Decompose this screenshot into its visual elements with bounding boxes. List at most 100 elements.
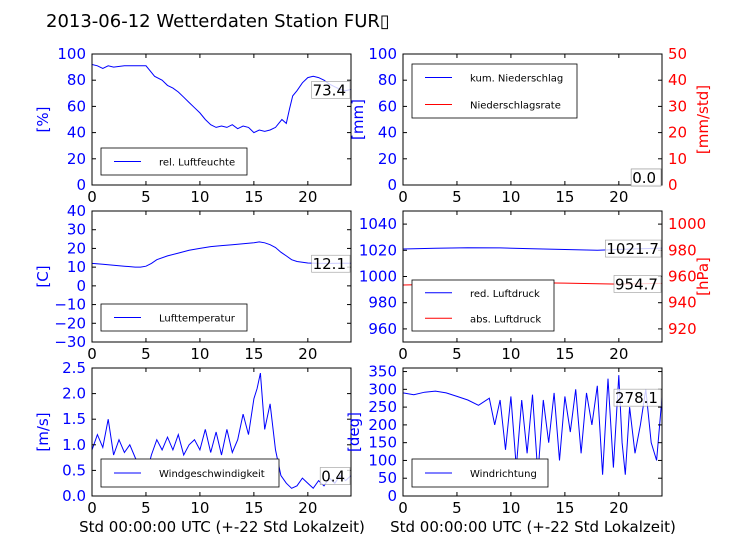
y-tick-label: 20: [67, 150, 86, 168]
panel-temperature: 0 5 10 15 20−30−20−10010203040[C]Lufttempera…: [34, 202, 352, 363]
y-tick-label: 1020: [359, 241, 397, 259]
x-tick-label: 10: [501, 188, 520, 206]
x-tick-label: 0: [87, 499, 97, 517]
x-tick-label: 10: [190, 499, 209, 517]
y-tick-label: 20: [67, 239, 86, 257]
x-tick-label: 15: [555, 499, 574, 517]
legend-label-windspeed-0: Windgeschwindigkeit: [159, 469, 265, 480]
y-tick-label: 0: [76, 277, 86, 295]
xlabel-right: Std 00:00:00 UTC (+-22 Std Lokalzeit): [390, 518, 676, 536]
y-tick-label: 2.5: [62, 359, 86, 377]
panel-windspeed: 0 5 10 15 20 0.0 0.5 1.0 1.5 2.0 2.5 [m/s] Windgesch…: [34, 359, 352, 517]
y-tick-label: 980: [368, 294, 397, 312]
x-tick-label: 5: [141, 499, 151, 517]
y-right-tick-label: 10: [668, 150, 687, 168]
y-right-tick-label: 20: [668, 124, 687, 142]
y-tick-label: 0: [387, 176, 397, 194]
y-axis-label: [%]: [34, 107, 52, 133]
panel-precipitation: 0 5 10 15 20 0 20 40 60 80 100 0 10 20 30 40 50 [mm] [mm/s…: [349, 45, 712, 206]
y-tick-label: 250: [368, 398, 397, 416]
y-axis-label: [deg]: [345, 412, 363, 452]
y-tick-label: 40: [67, 202, 86, 220]
y-right-tick-label: 1000: [668, 215, 706, 233]
y-tick-label: 1000: [359, 268, 397, 286]
legend-label-precipitation-0: kum. Niederschlag: [470, 74, 563, 85]
annotation2-precipitation-box: [630, 168, 662, 187]
axes-frame-windspeed: [91, 367, 352, 497]
y-tick-label: −10: [54, 296, 86, 314]
x-tick-label: 20: [609, 345, 628, 363]
x-tick-label: 0: [87, 188, 97, 206]
y-tick-label: 1040: [359, 215, 397, 233]
x-tick-label: 0: [398, 345, 408, 363]
y-tick-label: 0.5: [62, 461, 86, 479]
y-tick-label: 300: [368, 380, 397, 398]
y-tick-label: 40: [378, 124, 397, 142]
y-tick-label: 80: [67, 71, 86, 89]
x-tick-label: 5: [452, 345, 462, 363]
x-tick-label: 5: [141, 345, 151, 363]
x-tick-label: 20: [609, 188, 628, 206]
y-right-tick-label: 50: [668, 45, 687, 63]
y-tick-label: 60: [67, 97, 86, 115]
y-tick-label: 0.0: [62, 487, 86, 505]
annotation-humidity: 73.4: [313, 81, 346, 99]
series-line-winddirection-0: [403, 375, 662, 475]
y-tick-label: 1.5: [62, 410, 86, 428]
y-right-tick-label: 980: [668, 241, 697, 259]
x-tick-label: 15: [555, 345, 574, 363]
y-tick-label: −20: [54, 314, 86, 332]
y-right-tick-label: 960: [668, 268, 697, 286]
legend-box-pressure: [411, 279, 555, 332]
legend-label-temperature-0: Lufttemperatur: [159, 314, 236, 325]
y-right-tick-label: 0: [668, 176, 678, 194]
axes-frame-precipitation: [402, 53, 663, 186]
y-tick-label: 100: [368, 451, 397, 469]
y-right-tick-label: 940: [668, 294, 697, 312]
y-tick-label: 60: [378, 97, 397, 115]
x-tick-label: 20: [298, 188, 317, 206]
x-tick-label: 20: [298, 499, 317, 517]
legend-label-humidity-0: rel. Luftfeuchte: [159, 158, 235, 169]
y-tick-label: 20: [378, 150, 397, 168]
x-tick-label: 15: [244, 188, 263, 206]
annotation-temperature-box: [311, 254, 351, 273]
y-axis-label: [C]: [34, 265, 52, 287]
y-right-tick-label: 40: [668, 71, 687, 89]
legend-box-precipitation: [411, 63, 578, 119]
y-tick-label: 350: [368, 363, 397, 381]
series-line-humidity-0: [92, 64, 351, 134]
axes-frame-winddirection: [402, 367, 663, 497]
y-tick-label: 100: [57, 45, 86, 63]
y-tick-label: 50: [378, 469, 397, 487]
y-tick-label: 0: [387, 487, 397, 505]
x-tick-label: 10: [501, 499, 520, 517]
annotation-windspeed-box: [319, 467, 351, 485]
y-tick-label: 40: [67, 124, 86, 142]
x-tick-label: 0: [398, 188, 408, 206]
annotation-humidity-box: [311, 81, 351, 99]
axes-frame-temperature: [91, 210, 352, 343]
x-tick-label: 10: [501, 345, 520, 363]
x-tick-label: 5: [452, 499, 462, 517]
y-axis-label: [mm]: [349, 99, 367, 140]
x-tick-label: 10: [190, 345, 209, 363]
panel-humidity: 0 5 10 15 20 0 20 40 60 80 100 [%] rel. Luftfeuchte 7…: [34, 45, 352, 206]
xlabel-left: Std 00:00:00 UTC (+-22 Std Lokalzeit): [79, 518, 365, 536]
annotation-pressure-box: [605, 239, 662, 258]
x-tick-label: 0: [87, 345, 97, 363]
y-right-axis-label: [mm/std]: [694, 85, 712, 154]
x-tick-label: 15: [244, 345, 263, 363]
x-tick-label: 20: [298, 345, 317, 363]
annotation-winddirection: 278.1: [615, 389, 658, 407]
x-tick-label: 5: [141, 188, 151, 206]
y-tick-label: −30: [54, 333, 86, 351]
x-tick-label: 10: [190, 188, 209, 206]
x-tick-label: 20: [609, 499, 628, 517]
panel-pressure: 0 5 10 15 20 960 980 1000 1020 1040 920 940 960 980 10…: [359, 210, 712, 363]
legend-label-winddirection-0: Windrichtung: [470, 469, 537, 480]
y-axis-label: [m/s]: [34, 412, 52, 451]
annotation-winddirection-box: [613, 388, 662, 407]
y-tick-label: 960: [368, 320, 397, 338]
